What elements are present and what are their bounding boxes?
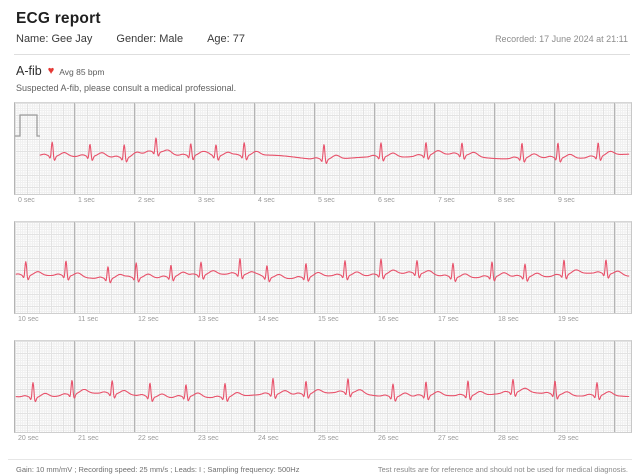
time-label: 2 sec [138, 197, 155, 204]
ecg-trace [15, 258, 630, 284]
ecg-trace [39, 137, 630, 165]
time-label: 10 sec [18, 316, 39, 323]
second-gridline [134, 222, 135, 313]
second-gridline [494, 222, 495, 313]
patient-info-row: Name: Gee Jay Gender: Male Age: 77 Recor… [16, 33, 628, 46]
ecg-strip: 0 sec 1 sec 2 sec 3 sec 4 sec 5 sec 6 sec 7 sec… [14, 102, 640, 208]
second-gridline [494, 341, 495, 432]
page-title: ECG report [16, 10, 101, 27]
time-label: 13 sec [198, 316, 219, 323]
second-gridline [74, 103, 75, 194]
second-gridline [434, 222, 435, 313]
second-gridline [494, 103, 495, 194]
time-label: 4 sec [258, 197, 275, 204]
time-label: 20 sec [18, 435, 39, 442]
average-bpm: Avg 85 bpm [59, 67, 105, 77]
advice-text: Suspected A-fib, please consult a medica… [16, 83, 237, 93]
time-label: 18 sec [498, 316, 519, 323]
ecg-strip: 20 sec 21 sec 22 sec 23 sec 24 sec 25 sec 26 s… [14, 340, 640, 446]
ecg-strips-container: 0 sec 1 sec 2 sec 3 sec 4 sec 5 sec 6 sec 7 sec… [0, 102, 640, 446]
time-label: 5 sec [318, 197, 335, 204]
classification-label: A-fib [16, 64, 42, 78]
time-axis: 20 sec 21 sec 22 sec 23 sec 24 sec 25 sec 26 s… [14, 433, 640, 446]
time-label: 22 sec [138, 435, 159, 442]
recorded-timestamp: Recorded: 17 June 2024 at 21:11 [495, 34, 628, 44]
ecg-grid [14, 102, 632, 195]
second-gridline [194, 103, 195, 194]
time-label: 24 sec [258, 435, 279, 442]
second-gridline [554, 103, 555, 194]
disclaimer-text: Test results are for reference and shoul… [377, 465, 628, 474]
time-label: 7 sec [438, 197, 455, 204]
time-label: 3 sec [198, 197, 215, 204]
footer-divider [8, 459, 632, 460]
time-label: 0 sec [18, 197, 35, 204]
time-label: 26 sec [378, 435, 399, 442]
ecg-trace [15, 377, 630, 403]
footer: Gain: 10 mm/mV ; Recording speed: 25 mm/… [16, 465, 628, 474]
second-gridline [194, 222, 195, 313]
patient-name: Name: Gee Jay [16, 33, 93, 45]
second-gridline [614, 222, 615, 313]
heart-icon: ♥ [47, 65, 55, 77]
calibration-pulse [15, 114, 40, 137]
patient-age: Age: 77 [207, 33, 245, 45]
second-gridline [134, 103, 135, 194]
second-gridline [194, 341, 195, 432]
second-gridline [614, 341, 615, 432]
time-label: 9 sec [558, 197, 575, 204]
second-gridline [614, 103, 615, 194]
ecg-grid [14, 340, 632, 433]
recording-parameters: Gain: 10 mm/mV ; Recording speed: 25 mm/… [16, 465, 300, 474]
time-label: 16 sec [378, 316, 399, 323]
time-axis: 0 sec 1 sec 2 sec 3 sec 4 sec 5 sec 6 sec 7 sec… [14, 195, 640, 208]
second-gridline [374, 103, 375, 194]
time-label: 19 sec [558, 316, 579, 323]
time-label: 25 sec [318, 435, 339, 442]
second-gridline [374, 222, 375, 313]
second-gridline [374, 341, 375, 432]
patient-gender: Gender: Male [116, 33, 184, 45]
ecg-trace-svg [15, 258, 630, 284]
time-label: 23 sec [198, 435, 219, 442]
second-gridline [434, 341, 435, 432]
time-label: 15 sec [318, 316, 339, 323]
time-label: 28 sec [498, 435, 519, 442]
time-label: 12 sec [138, 316, 159, 323]
time-label: 17 sec [438, 316, 459, 323]
header-divider [14, 54, 630, 55]
second-gridline [254, 103, 255, 194]
time-label: 8 sec [498, 197, 515, 204]
time-label: 29 sec [558, 435, 579, 442]
time-label: 27 sec [438, 435, 459, 442]
second-gridline [74, 341, 75, 432]
second-gridline [254, 341, 255, 432]
ecg-trace-svg [15, 377, 630, 403]
ecg-trace-svg [15, 114, 630, 165]
second-gridline [434, 103, 435, 194]
time-label: 6 sec [378, 197, 395, 204]
second-gridline [74, 222, 75, 313]
time-label: 21 sec [78, 435, 99, 442]
time-axis: 10 sec 11 sec 12 sec 13 sec 14 sec 15 sec 16 s… [14, 314, 640, 327]
ecg-grid [14, 221, 632, 314]
second-gridline [314, 222, 315, 313]
second-gridline [254, 222, 255, 313]
time-label: 14 sec [258, 316, 279, 323]
ecg-strip: 10 sec 11 sec 12 sec 13 sec 14 sec 15 sec 16 s… [14, 221, 640, 327]
second-gridline [314, 341, 315, 432]
second-gridline [554, 222, 555, 313]
second-gridline [314, 103, 315, 194]
time-label: 1 sec [78, 197, 95, 204]
second-gridline [134, 341, 135, 432]
classification-row: A-fib ♥ Avg 85 bpm [16, 64, 628, 80]
time-label: 11 sec [78, 316, 99, 323]
